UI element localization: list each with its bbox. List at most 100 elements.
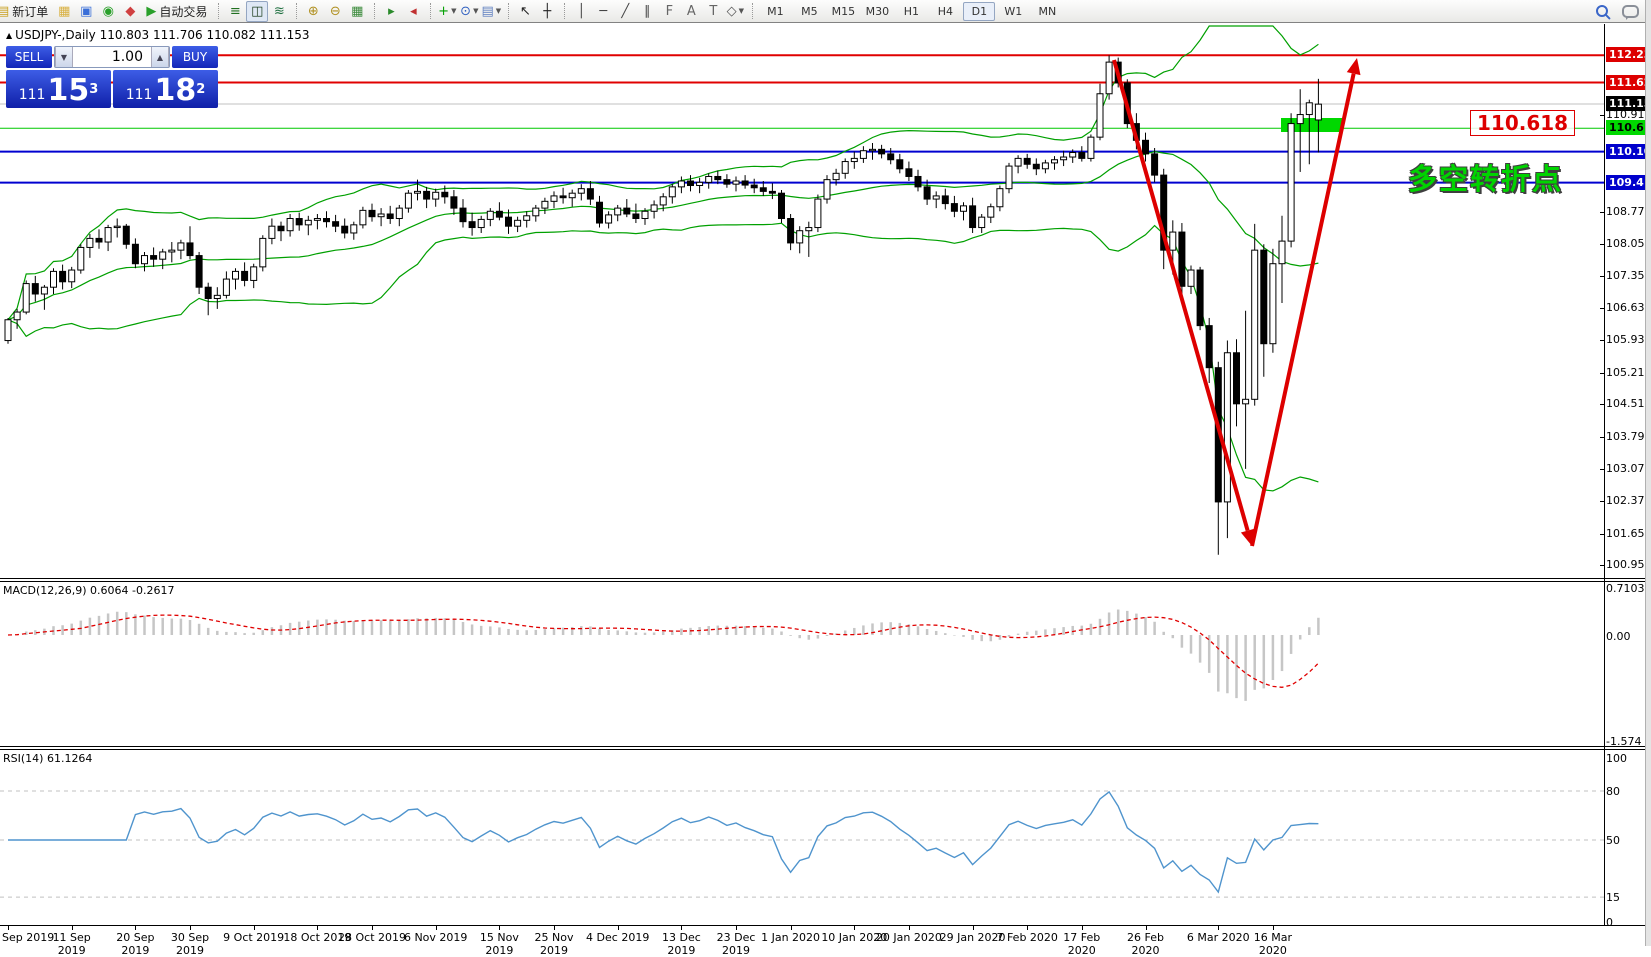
bar-chart-icon[interactable]: ≡	[224, 1, 246, 22]
search-icon[interactable]	[1596, 5, 1608, 17]
timeframe-group: M1 M5 M15 M30 H1 H4 D1 W1 MN	[758, 1, 1064, 21]
timeframe-mn[interactable]: MN	[1038, 4, 1057, 18]
line-chart-icon: ≋	[273, 3, 285, 19]
toolbar-separator	[374, 3, 376, 19]
buy-button[interactable]: BUY	[172, 46, 218, 68]
panel-divider[interactable]	[0, 749, 1651, 750]
tile-windows-icon[interactable]: ▦	[346, 1, 368, 22]
sell-price-pips: 15	[47, 73, 90, 108]
rsi-axis-label: 15	[1606, 891, 1620, 905]
line-chart-icon[interactable]: ≋	[268, 1, 290, 22]
rsi-label: RSI(14) 61.1264	[3, 752, 93, 765]
volume-control: ▼ 1.00 ▲	[54, 46, 170, 68]
price-annotation-label[interactable]: 110.618	[1470, 110, 1576, 136]
templates-icon[interactable]: ▤ ▼	[480, 1, 502, 22]
toolbar: ▤ 新订单 ▦ ▣ ◉ ◆ ▶ 自动交易 ≡ ◫ ≋ ⊕ ⊖ ▦ ▸ ◂ + ▼ ⊙ ▼ ▤ ▼ ↖ ┼ │ ─ ╱ ∥ F A T ◇ ▼ M…	[0, 0, 1651, 23]
macd-panel-canvas[interactable]	[0, 582, 1604, 746]
buy-price[interactable]: 111 18 2	[113, 70, 218, 108]
panel-divider[interactable]	[0, 746, 1651, 747]
date-label: 26 Feb 2020	[1127, 931, 1164, 957]
price-level-label: 109.413	[1606, 174, 1651, 190]
indicators-icon[interactable]: + ▼	[436, 1, 458, 22]
price-tickmark	[1600, 436, 1604, 438]
periods-icon[interactable]: ⊙ ▼	[458, 1, 480, 22]
date-label: 30 Sep 2019	[170, 931, 210, 957]
timeframe-d1[interactable]: D1	[963, 1, 996, 21]
timeframe-m15[interactable]: M15	[831, 4, 856, 18]
crosshair-icon: ┼	[543, 3, 552, 19]
price-tickmark	[1600, 308, 1604, 310]
panel-divider[interactable]	[0, 581, 1651, 582]
vertical-line-icon[interactable]: │	[570, 1, 592, 22]
equidistant-channel-icon[interactable]: ∥	[636, 1, 658, 22]
arrows-shapes-icon[interactable]: ◇ ▼	[724, 1, 746, 22]
date-label: 1 Jan 2020	[761, 931, 821, 944]
chat-icon[interactable]	[1622, 4, 1639, 20]
market-icon[interactable]: ◆	[119, 1, 141, 22]
sell-button[interactable]: SELL	[6, 46, 52, 68]
one-click-trading-panel: SELL ▼ 1.00 ▲ BUY 111 15 3 111 18 2	[6, 46, 218, 108]
date-label: 7 Feb 2020	[996, 931, 1058, 944]
date-tickmark	[1145, 926, 1147, 930]
collapse-arrow-icon[interactable]: ▲	[6, 31, 13, 40]
text-icon[interactable]: A	[680, 1, 702, 22]
rsi-panel-canvas[interactable]	[0, 750, 1604, 925]
market-watch-icon[interactable]: ▣	[75, 1, 97, 22]
dropdown-arrow-icon[interactable]: ▼	[495, 7, 502, 15]
horizontal-line-icon[interactable]: ─	[592, 1, 614, 22]
sell-price-big-figure: 111	[18, 87, 46, 103]
date-tickmark	[617, 926, 619, 930]
date-tickmark	[554, 926, 555, 930]
date-label: 29 Jan 2020	[939, 931, 1006, 944]
price-tickmark	[1600, 469, 1604, 471]
candlestick-chart-icon[interactable]: ◫	[246, 0, 269, 22]
cursor-icon[interactable]: ↖	[514, 1, 536, 22]
timeframe-h4[interactable]: H4	[937, 4, 953, 18]
date-label: 11 Sep 2019	[52, 931, 91, 957]
date-tickmark	[1218, 926, 1220, 930]
crosshair-icon[interactable]: ┼	[536, 1, 558, 22]
dropdown-arrow-icon[interactable]: ▼	[473, 7, 479, 15]
price-tick-label: 107.350	[1606, 268, 1651, 282]
timeframe-h1[interactable]: H1	[903, 4, 919, 18]
price-chart-canvas[interactable]	[0, 24, 1604, 578]
date-label: 4 Dec 2019	[586, 931, 650, 944]
dropdown-arrow-icon[interactable]: ▼	[451, 7, 457, 15]
fibonacci-icon[interactable]: F	[658, 1, 680, 22]
zoom-in-icon[interactable]: ⊕	[302, 1, 324, 22]
sell-price[interactable]: 111 15 3	[6, 70, 111, 108]
timeframe-m5[interactable]: M5	[801, 4, 818, 18]
volume-increase-button[interactable]: ▲	[151, 47, 169, 67]
panel-divider[interactable]	[0, 578, 1651, 579]
timeframe-m1[interactable]: M1	[767, 4, 784, 18]
turning-point-annotation: 多空转折点	[1408, 162, 1564, 196]
macd-axis-label: 0.7103	[1606, 582, 1645, 596]
date-tickmark	[1272, 926, 1274, 930]
auto-scroll-icon[interactable]: ▸	[380, 1, 402, 22]
rsi-axis-label: 0	[1606, 915, 1613, 929]
signals-icon[interactable]: ◉	[97, 1, 119, 22]
arrows-shapes-icon: ◇	[726, 3, 737, 19]
volume-input[interactable]: 1.00	[111, 49, 143, 65]
price-tick-label: 105.210	[1606, 365, 1651, 379]
date-tickmark	[71, 926, 73, 930]
dropdown-arrow-icon[interactable]: ▼	[738, 7, 745, 15]
volume-decrease-button[interactable]: ▼	[55, 47, 73, 67]
chart-profiles-icon[interactable]: ▦	[53, 1, 75, 22]
date-tickmark	[435, 926, 437, 930]
price-tickmark	[1600, 404, 1604, 406]
date-tickmark	[790, 926, 792, 930]
date-label: Sep 2019	[2, 931, 55, 944]
text-label-icon[interactable]: T	[702, 1, 724, 22]
buy-price-big-figure: 111	[125, 87, 153, 103]
chart-shift-icon[interactable]: ◂	[402, 1, 424, 22]
timeframe-w1[interactable]: W1	[1004, 4, 1023, 18]
timeframe-m30[interactable]: M30	[865, 4, 890, 18]
new-order-button[interactable]: ▤ 新订单	[0, 1, 53, 22]
trendline-icon: ╱	[621, 3, 630, 19]
trendline-icon[interactable]: ╱	[614, 1, 636, 22]
zoom-out-icon[interactable]: ⊖	[324, 1, 346, 22]
autotrading-button[interactable]: ▶ 自动交易	[141, 1, 212, 22]
templates-icon: ▤	[481, 3, 494, 19]
new-order-button-label: 新订单	[12, 4, 49, 19]
